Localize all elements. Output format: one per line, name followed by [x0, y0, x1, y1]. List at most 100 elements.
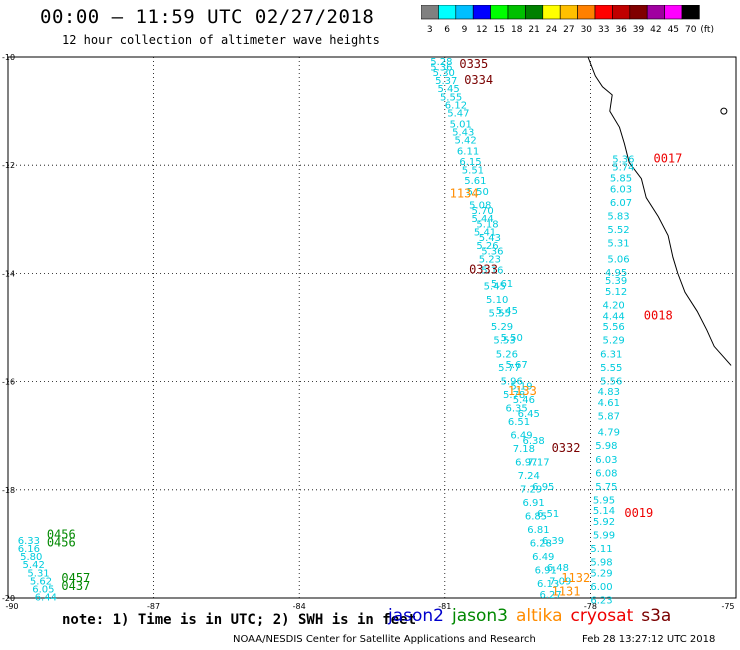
y-tick-label: -10 — [2, 53, 15, 62]
swh-value-label: 6.85 — [525, 512, 547, 523]
swh-value-label: 6.91 — [522, 498, 544, 509]
swh-value-label: 5.39 — [605, 276, 627, 287]
swh-value-label: 6.00 — [590, 582, 612, 593]
legend-item-s3a: s3a — [641, 606, 672, 626]
swh-value-label: 6.48 — [547, 563, 569, 574]
swh-value-label: 4.95 — [605, 268, 627, 279]
colorbar-label: 24 — [546, 25, 558, 35]
pass-time-label: 1134 — [450, 187, 479, 201]
swh-value-label: 5.43 — [452, 127, 474, 138]
swh-value-label: 6.51 — [508, 417, 530, 428]
colorbar-label: 39 — [633, 25, 645, 35]
swh-value-label: 5.30 — [433, 68, 455, 79]
swh-value-label: 6.35 — [505, 403, 527, 414]
swh-value-label: 5.56 — [600, 376, 622, 387]
swh-value-label: 5.80 — [20, 552, 42, 563]
y-tick-label: -18 — [2, 486, 15, 495]
colorbar-label: 6 — [444, 25, 450, 35]
swh-value-label: 5.74 — [612, 163, 634, 174]
y-tick-label: -12 — [2, 161, 15, 170]
pass-time-label: 1132 — [561, 571, 590, 585]
coastline — [587, 56, 732, 366]
pass-time-label: 1131 — [552, 584, 581, 598]
pass-time-label: 0019 — [624, 506, 653, 520]
swh-value-label: 7.24 — [518, 471, 540, 482]
swh-value-label: 5.50 — [501, 333, 523, 344]
swh-value-label: 5.98 — [595, 441, 617, 452]
swh-value-label: 5.01 — [450, 119, 472, 130]
pass-time-label: 0334 — [464, 73, 493, 87]
swh-value-label: 6.49 — [510, 430, 532, 441]
swh-value-label: 5.67 — [505, 360, 527, 371]
swh-value-label: 5.19 — [510, 382, 532, 393]
pass-time-label: 0437 — [61, 579, 90, 593]
swh-value-label: 6.81 — [527, 525, 549, 536]
swh-value-label: 5.47 — [447, 109, 469, 120]
swh-value-label: 4.44 — [603, 311, 625, 322]
swh-value-label: 6.05 — [32, 585, 54, 596]
swh-value-label: 5.29 — [603, 336, 625, 347]
swh-value-label: 5.37 — [435, 76, 457, 87]
swh-value-label: 6.38 — [522, 436, 544, 447]
swh-value-label: 4.20 — [603, 301, 625, 312]
satellite-legend: jason2 jason3 altika cryosat s3a — [388, 606, 679, 626]
swh-value-label: 5.16 — [481, 265, 503, 276]
colorbar-label: 21 — [528, 25, 539, 35]
swh-value-label: 5.55 — [600, 363, 622, 374]
swh-value-label: 5.26 — [476, 241, 498, 252]
swh-value-label: 5.10 — [486, 295, 508, 306]
swh-value-label: 5.42 — [455, 136, 477, 147]
plot-frame — [7, 56, 737, 599]
swh-value-label: 5.26 — [496, 349, 518, 360]
chart-subtitle: 12 hour collection of altimeter wave hei… — [62, 33, 380, 47]
swh-value-label: 6.39 — [542, 536, 564, 547]
swh-value-label: 6.07 — [610, 198, 632, 209]
swh-value-label: 5.96 — [501, 376, 523, 387]
legend-item-jason3: jason3 — [452, 606, 508, 626]
swh-value-label: 5.18 — [476, 219, 498, 230]
pass-time-label: 0456 — [47, 527, 76, 541]
swh-value-label: 6.31 — [600, 349, 622, 360]
swh-value-label: 6.44 — [35, 593, 57, 604]
swh-value-label: 6.03 — [595, 455, 617, 466]
swh-value-label: 5.98 — [590, 558, 612, 569]
swh-value-label: 5.43 — [479, 233, 501, 244]
y-tick-label: -20 — [2, 594, 15, 603]
x-tick-label: -81 — [438, 602, 451, 611]
pass-time-label: 0333 — [469, 262, 498, 276]
swh-value-label: 6.51 — [537, 509, 559, 520]
swh-value-label: 5.31 — [27, 568, 49, 579]
swh-value-label: 5.83 — [607, 211, 629, 222]
swh-value-label: 5.99 — [593, 530, 615, 541]
colorbar-swatch — [681, 5, 700, 20]
swh-value-label: 5.62 — [30, 576, 52, 587]
colorbar-label: 33 — [598, 25, 609, 35]
swh-value-label: 6.12 — [445, 100, 467, 111]
swh-value-label: 5.55 — [440, 92, 462, 103]
swh-value-label: 5.61 — [491, 279, 513, 290]
x-tick-label: -78 — [584, 602, 597, 611]
swh-value-label: 5.23 — [479, 255, 501, 266]
swh-value-label: 6.28 — [530, 539, 552, 550]
swh-value-label: 5.52 — [607, 225, 629, 236]
swh-value-label: 5.08 — [469, 200, 491, 211]
swh-value-label: 5.29 — [590, 568, 612, 579]
swh-value-label: 5.44 — [471, 214, 493, 225]
swh-value-label: 5.28 — [430, 57, 452, 68]
swh-value-label: 5.50 — [467, 187, 489, 198]
note-text: note: 1) Time is in UTC; 2) SWH is in fe… — [62, 612, 417, 628]
swh-value-label: 5.61 — [464, 176, 486, 187]
colorbar-label: 12 — [476, 25, 487, 35]
swh-value-label: 5.56 — [603, 322, 625, 333]
swh-value-label: 5.29 — [491, 322, 513, 333]
legend-item-cryosat: cryosat — [570, 606, 634, 626]
swh-value-label: 6.49 — [532, 552, 554, 563]
pass-time-label: 0332 — [552, 441, 581, 455]
x-tick-label: -87 — [147, 602, 160, 611]
swh-value-label: 6.16 — [18, 544, 40, 555]
swh-value-label: 6.03 — [610, 184, 632, 195]
swh-value-label: 5.92 — [593, 517, 615, 528]
swh-value-label: 5.12 — [605, 287, 627, 298]
swh-value-label: 6.95 — [532, 482, 554, 493]
